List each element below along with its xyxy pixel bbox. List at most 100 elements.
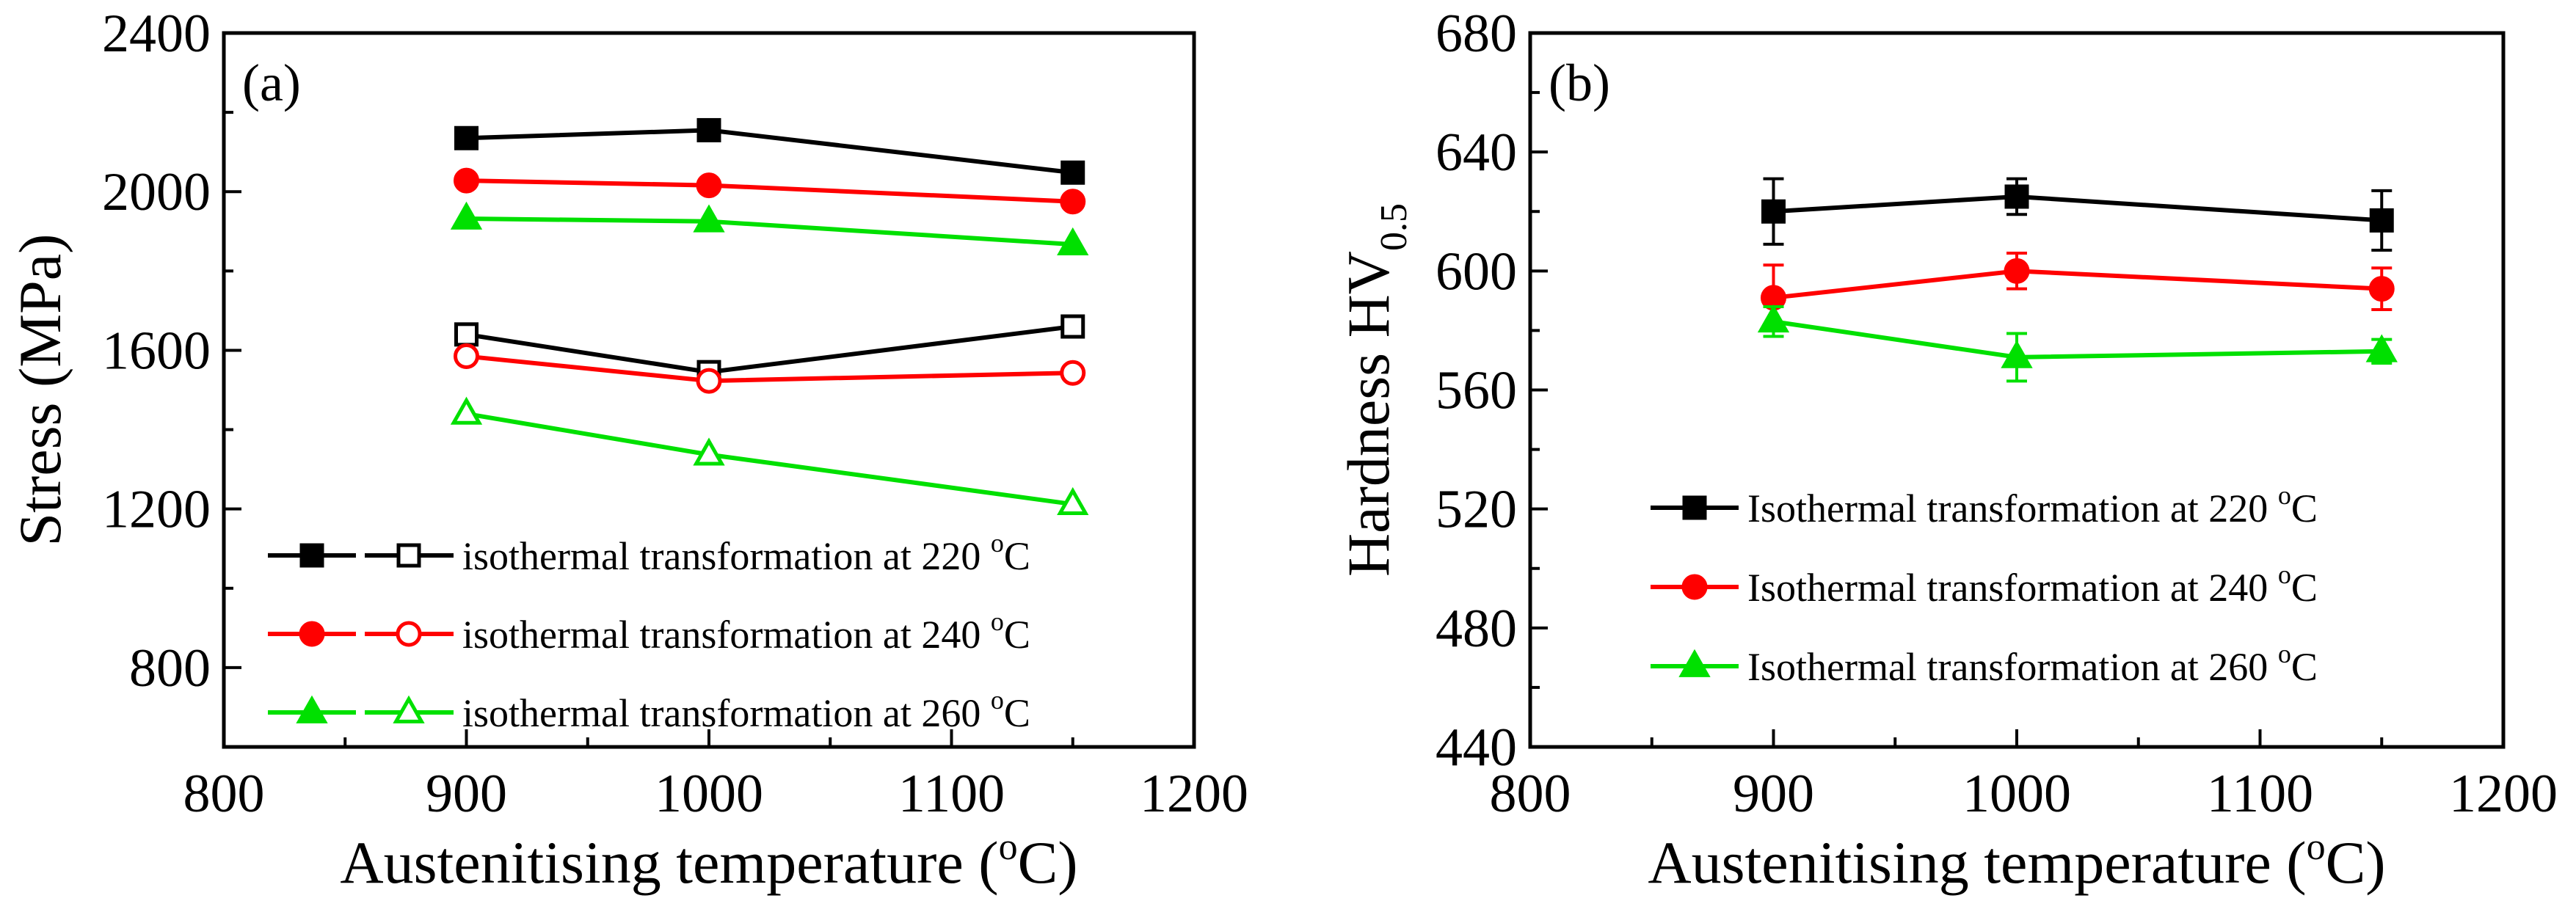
legend-item: Isothermal transformation at 240 oC: [1651, 560, 2318, 610]
series-line: [1773, 194, 2382, 223]
data-point: [1060, 160, 1085, 185]
y-tick-label: 2000: [102, 162, 211, 222]
legend-label-unit: C: [2291, 486, 2318, 530]
y-tick-label: 680: [1436, 4, 1517, 64]
data-point: [1761, 199, 1786, 224]
data-point: [1060, 360, 1086, 386]
panel-label: (a): [242, 54, 301, 112]
legend: Isothermal transformation at 220 oCIsoth…: [1651, 481, 2318, 689]
legend-label-sup: o: [991, 528, 1004, 558]
data-point: [1057, 486, 1089, 516]
y-tick-label: 560: [1436, 361, 1517, 421]
legend-marker-open: [393, 695, 425, 723]
y-axis-title-sub: 0.5: [1373, 203, 1415, 251]
series-line: [466, 411, 1074, 507]
x-tick-label: 1100: [898, 764, 1005, 824]
x-tick-label: 1100: [2207, 764, 2313, 824]
legend-item: isothermal transformation at 260 oC: [268, 685, 1030, 735]
legend-label-text: Isothermal transformation at 240: [1747, 566, 2278, 610]
data-point: [693, 437, 725, 466]
data-point: [693, 204, 725, 233]
series-1: [1761, 177, 2394, 252]
legend-label-unit: C: [2291, 645, 2318, 689]
x-tick-label: 800: [1490, 764, 1571, 824]
legend-marker-filled: [1681, 574, 1708, 600]
x-tick-label: 1000: [655, 764, 763, 824]
data-point: [454, 125, 479, 150]
data-point: [696, 172, 722, 199]
y-axis-title-text: Hardness HV: [1335, 251, 1402, 577]
x-axis-title-sup: o: [2307, 826, 2326, 868]
legend-label-text: isothermal transformation at 240: [462, 613, 991, 657]
x-axis-title-text: Austenitising temperature (: [340, 829, 998, 896]
series-line: [1773, 269, 2382, 300]
y-tick-label: 520: [1436, 480, 1517, 540]
x-axis-title-end: C): [1018, 829, 1078, 896]
y-tick-label: 1200: [102, 480, 211, 540]
x-tick-label: 1200: [2449, 764, 2558, 824]
data-point: [450, 396, 483, 425]
series-6: [450, 396, 1089, 516]
legend-label-sup: o: [991, 685, 1004, 715]
legend-label-text: isothermal transformation at 220: [462, 534, 991, 578]
x-axis-title-end: C): [2326, 829, 2386, 896]
x-axis-title-sup: o: [999, 826, 1018, 868]
y-tick-label: 600: [1436, 241, 1517, 302]
y-axis-title-text: Stress (MPa): [7, 234, 73, 547]
x-axis-title: Austenitising temperature (oC): [1648, 826, 2385, 896]
legend-marker-open: [396, 621, 422, 647]
legend-label-text: Isothermal transformation at 260: [1747, 645, 2278, 689]
legend-marker-filled: [1678, 649, 1711, 677]
data-point: [2004, 258, 2030, 284]
panel-b-hardness-chart: 800 900 1000 1100 1200 440 480 520 560 600 640 680 A…: [1335, 4, 2558, 896]
data-point: [454, 343, 479, 370]
y-tick-label: 640: [1436, 123, 1517, 183]
legend-label-text: isothermal transformation at 260: [462, 691, 991, 735]
legend-label-sup: o: [991, 607, 1004, 636]
legend-label-unit: C: [1004, 534, 1030, 578]
data-point: [454, 167, 479, 194]
series-line: [1773, 319, 2382, 360]
data-point: [1057, 227, 1089, 255]
panel-a-stress-chart: 800 900 1000 1100 1200 800 1200 1600 2000 2400 Aus…: [7, 4, 1248, 896]
x-axis-title: Austenitising temperature (oC): [340, 826, 1077, 896]
legend-label-text: Isothermal transformation at 220: [1747, 486, 2278, 530]
legend-marker-filled: [299, 621, 325, 647]
legend-label-unit: C: [1004, 613, 1030, 657]
legend-label-sup: o: [2278, 639, 2291, 668]
legend-label: Isothermal transformation at 220 oC: [1747, 481, 2318, 530]
series-3: [450, 201, 1089, 255]
data-point: [696, 368, 722, 394]
legend-label-sup: o: [2278, 560, 2291, 589]
x-tick-label: 1200: [1140, 764, 1248, 824]
y-tick-label: 800: [129, 638, 211, 698]
data-point: [1757, 304, 1790, 333]
series-line: [466, 216, 1073, 247]
x-tick-label: 1000: [1962, 764, 2071, 824]
plot-frame: [1528, 31, 2506, 749]
legend-label-unit: C: [1004, 691, 1030, 735]
legend-marker-filled: [1682, 495, 1707, 520]
data-point: [2004, 184, 2029, 209]
y-tick-label: 2400: [102, 4, 211, 64]
series-2: [1761, 252, 2395, 332]
legend-marker-filled: [296, 695, 328, 723]
legend-item: Isothermal transformation at 220 oC: [1651, 481, 2318, 530]
y-tick-label: 440: [1436, 718, 1517, 778]
legend: isothermal transformation at 220 oCisoth…: [268, 528, 1030, 735]
data-point: [450, 201, 483, 230]
legend-item: isothermal transformation at 240 oC: [268, 607, 1030, 657]
y-tick-label: 480: [1436, 599, 1517, 659]
y-tick-label: 1600: [102, 321, 211, 381]
legend-marker-filled: [299, 543, 324, 568]
data-point: [2365, 334, 2398, 362]
data-point: [1060, 314, 1085, 339]
legend-label-unit: C: [2291, 566, 2318, 610]
legend-marker-open: [396, 543, 421, 568]
x-tick-label: 900: [1733, 764, 1814, 824]
data-point: [1060, 189, 1086, 215]
y-axis-title: Hardness HV0.5: [1335, 203, 1415, 577]
legend-label: Isothermal transformation at 240 oC: [1747, 560, 2318, 610]
series-line: [466, 178, 1073, 204]
legend-item: isothermal transformation at 220 oC: [268, 528, 1030, 578]
